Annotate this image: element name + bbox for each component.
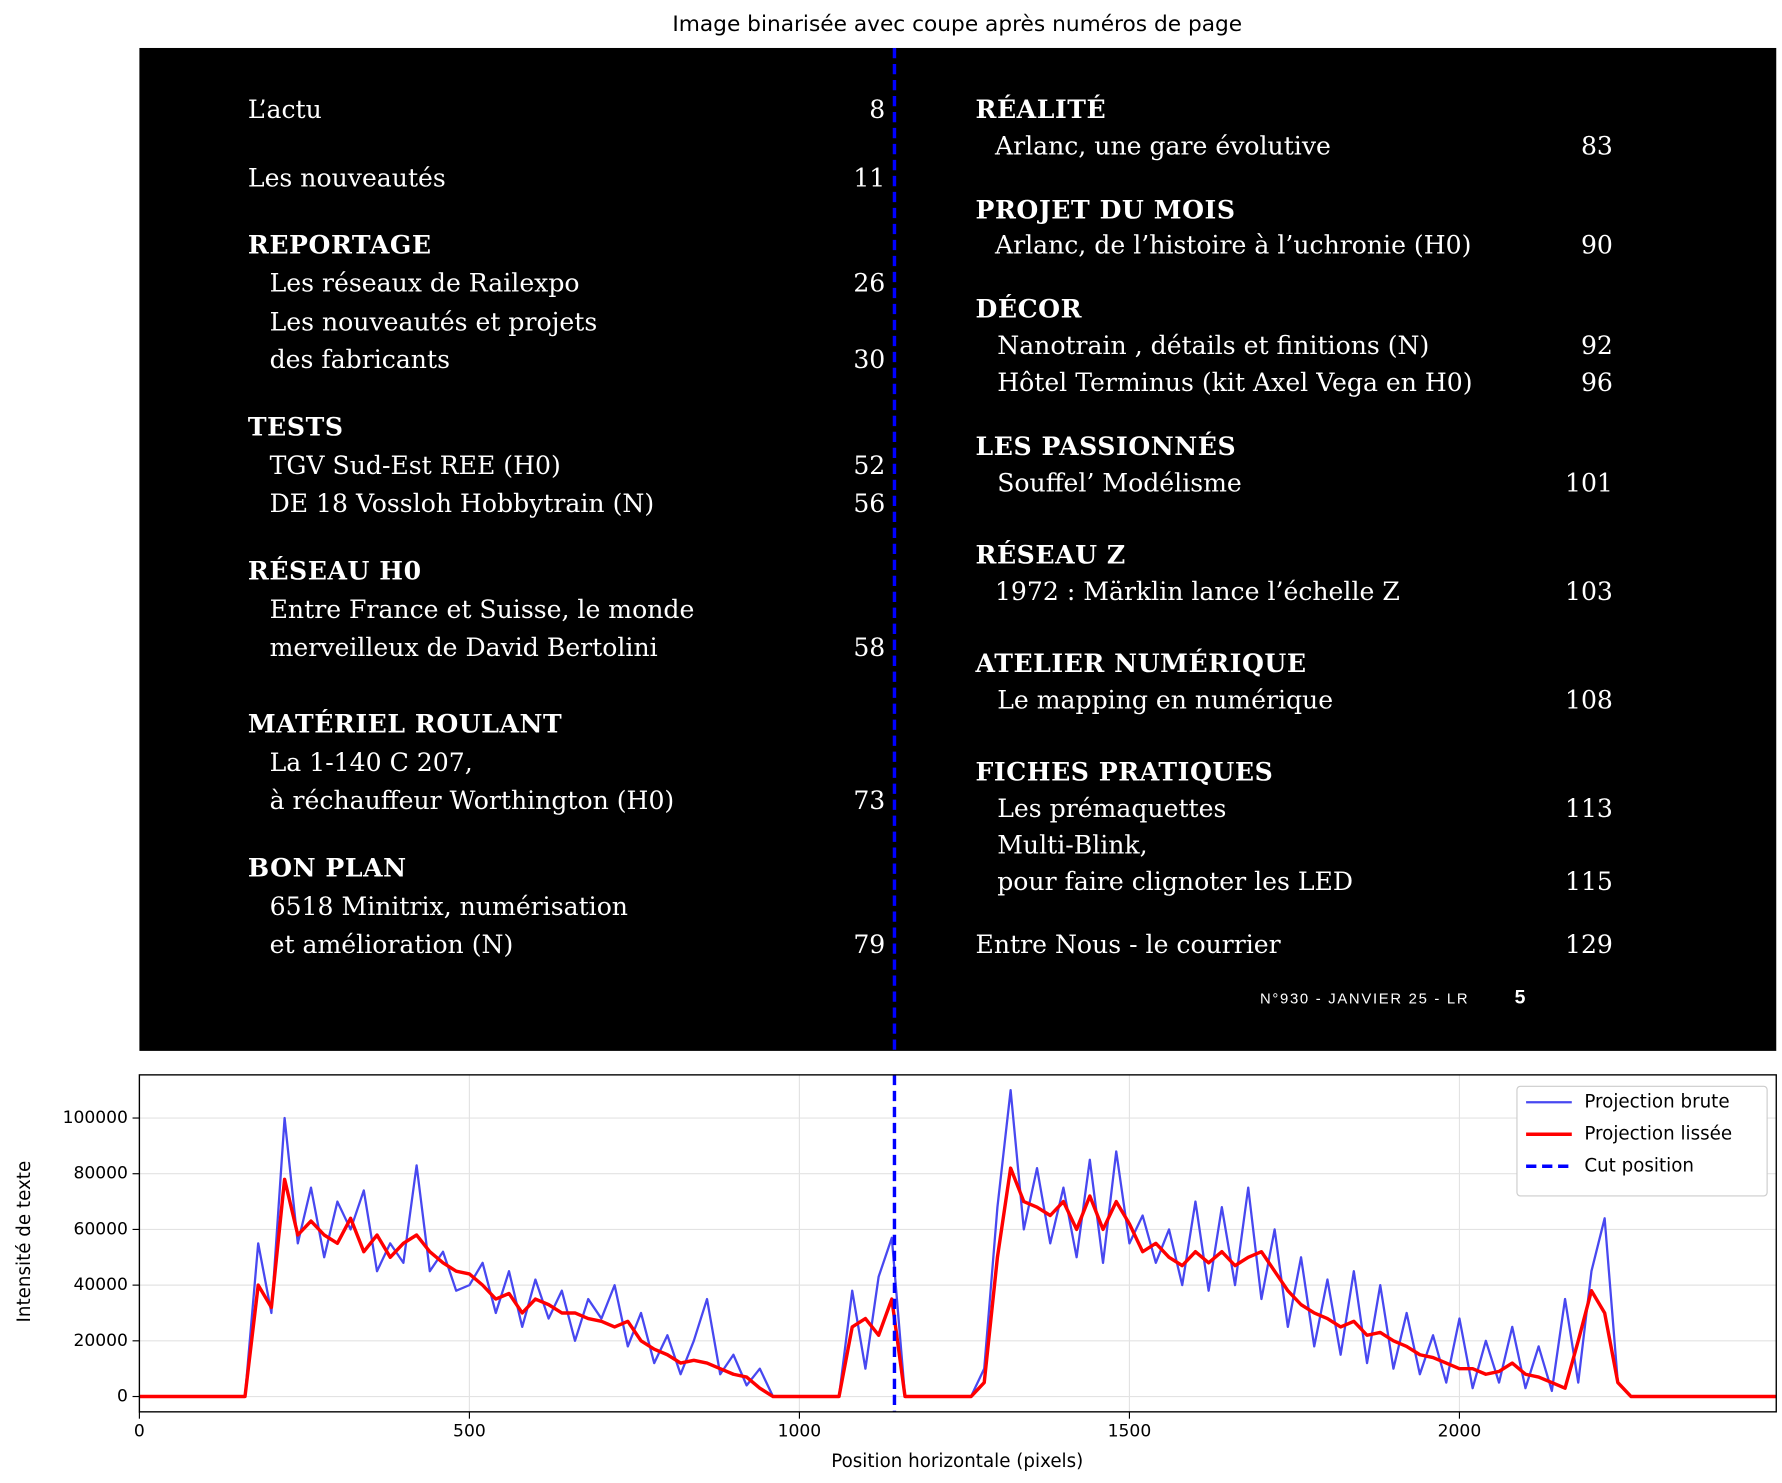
toc-entry: Multi-Blink, (997, 830, 1147, 859)
toc-heading: FICHES PRATIQUES (976, 756, 1274, 786)
legend-label: Cut position (1584, 1155, 1694, 1176)
toc-heading: BON PLAN (248, 852, 407, 882)
toc-heading: TESTS (248, 411, 344, 441)
toc-entry: merveilleux de David Bertolini (270, 633, 658, 662)
toc-page: 8 (869, 95, 885, 124)
toc-entry: Arlanc, une gare évolutive (994, 131, 1331, 160)
x-tick-label: 2000 (1438, 1421, 1482, 1441)
toc-entry: L’actu (248, 95, 322, 124)
toc-page: 108 (1565, 685, 1613, 714)
toc-entry: Souffel’ Modélisme (997, 468, 1242, 497)
toc-page: 103 (1565, 577, 1613, 606)
plot-frame (138, 1074, 1777, 1413)
toc-page: 113 (1565, 794, 1613, 823)
toc-heading: DÉCOR (976, 293, 1083, 324)
y-tick-label: 20000 (73, 1331, 127, 1351)
toc-entry: 6518 Minitrix, numérisation (270, 892, 628, 921)
toc-entry: TGV Sud-Est REE (H0) (270, 451, 561, 480)
toc-heading: MATÉRIEL ROULANT (248, 707, 562, 738)
toc-page: 79 (853, 930, 885, 959)
y-tick-label: 100000 (63, 1108, 128, 1128)
toc-entry: 1972 : Märklin lance l’échelle Z (995, 577, 1400, 606)
y-tick-label: 60000 (73, 1219, 127, 1239)
x-tick-label: 1000 (778, 1421, 822, 1441)
figure-title: Image binarisée avec coupe après numéros… (672, 12, 1242, 37)
y-tick-label: 40000 (73, 1275, 127, 1295)
toc-entry: et amélioration (N) (270, 930, 514, 959)
legend-label: Projection lissée (1584, 1123, 1732, 1144)
toc-entry: La 1-140 C 207, (270, 748, 473, 777)
toc-heading: PROJET DU MOIS (976, 194, 1236, 224)
toc-page: 129 (1565, 930, 1613, 959)
toc-heading: REPORTAGE (248, 230, 432, 260)
footer: N°930 - JANVIER 25 - LR (1260, 991, 1469, 1007)
toc-page: 26 (853, 268, 885, 297)
toc-page: 115 (1565, 867, 1613, 896)
y-tick-label: 0 (117, 1387, 128, 1407)
toc-heading: RÉSEAU H0 (248, 554, 422, 585)
toc-page: 52 (853, 451, 885, 480)
x-tick-label: 1500 (1108, 1421, 1152, 1441)
toc-entry: à réchauffeur Worthington (H0) (270, 786, 675, 815)
x-tick-label: 0 (134, 1421, 145, 1441)
toc-entry: Entre France et Suisse, le monde (270, 595, 695, 624)
toc-heading: LES PASSIONNÉS (976, 430, 1237, 461)
toc-page: 90 (1581, 231, 1613, 260)
toc-entry: Nanotrain , détails et finitions (N) (997, 331, 1429, 360)
toc-entry: Les nouveautés et projets (270, 307, 598, 336)
toc-heading: ATELIER NUMÉRIQUE (975, 647, 1307, 678)
y-tick-label: 80000 (73, 1164, 127, 1184)
y-axis-label: Intensité de texte (14, 1161, 35, 1323)
legend-box (1516, 1085, 1768, 1197)
toc-entry: pour faire clignoter les LED (997, 867, 1353, 896)
toc-entry: DE 18 Vossloh Hobbytrain (N) (270, 489, 655, 518)
toc-entry: Les nouveautés (248, 163, 446, 192)
x-axis-label: Position horizontale (pixels) (831, 1451, 1083, 1472)
toc-page: 56 (853, 489, 885, 518)
plot-area (139, 1074, 1777, 1412)
data-line (139, 1166, 1777, 1399)
toc-entry: Les prémaquettes (997, 794, 1226, 823)
folio: 5 (1515, 986, 1526, 1008)
toc-page: 92 (1581, 331, 1613, 360)
toc-page: 30 (853, 345, 885, 374)
toc-page: 101 (1565, 468, 1613, 497)
toc-entry: Hôtel Terminus (kit Axel Vega en H0) (997, 368, 1472, 397)
toc-page: 73 (853, 786, 885, 815)
toc-entry: Entre Nous - le courrier (976, 930, 1281, 959)
toc-page: 83 (1581, 131, 1613, 160)
x-tick-label: 500 (453, 1421, 486, 1441)
toc-entry: Arlanc, de l’histoire à l’uchronie (H0) (994, 231, 1471, 260)
legend: Projection brute Projection lissée Cut pos… (1516, 1085, 1768, 1197)
toc-entry: Les réseaux de Railexpo (270, 268, 580, 297)
toc-entry: Le mapping en numérique (997, 685, 1333, 714)
toc-page: 11 (853, 163, 885, 192)
toc-heading: RÉALITÉ (976, 93, 1107, 124)
toc-entry: des fabricants (270, 345, 450, 374)
toc-page: 96 (1581, 368, 1613, 397)
binarized-image (139, 47, 1777, 1051)
toc-heading: RÉSEAU Z (976, 538, 1126, 569)
legend-label: Projection brute (1584, 1091, 1729, 1112)
toc-page: 58 (853, 633, 885, 662)
